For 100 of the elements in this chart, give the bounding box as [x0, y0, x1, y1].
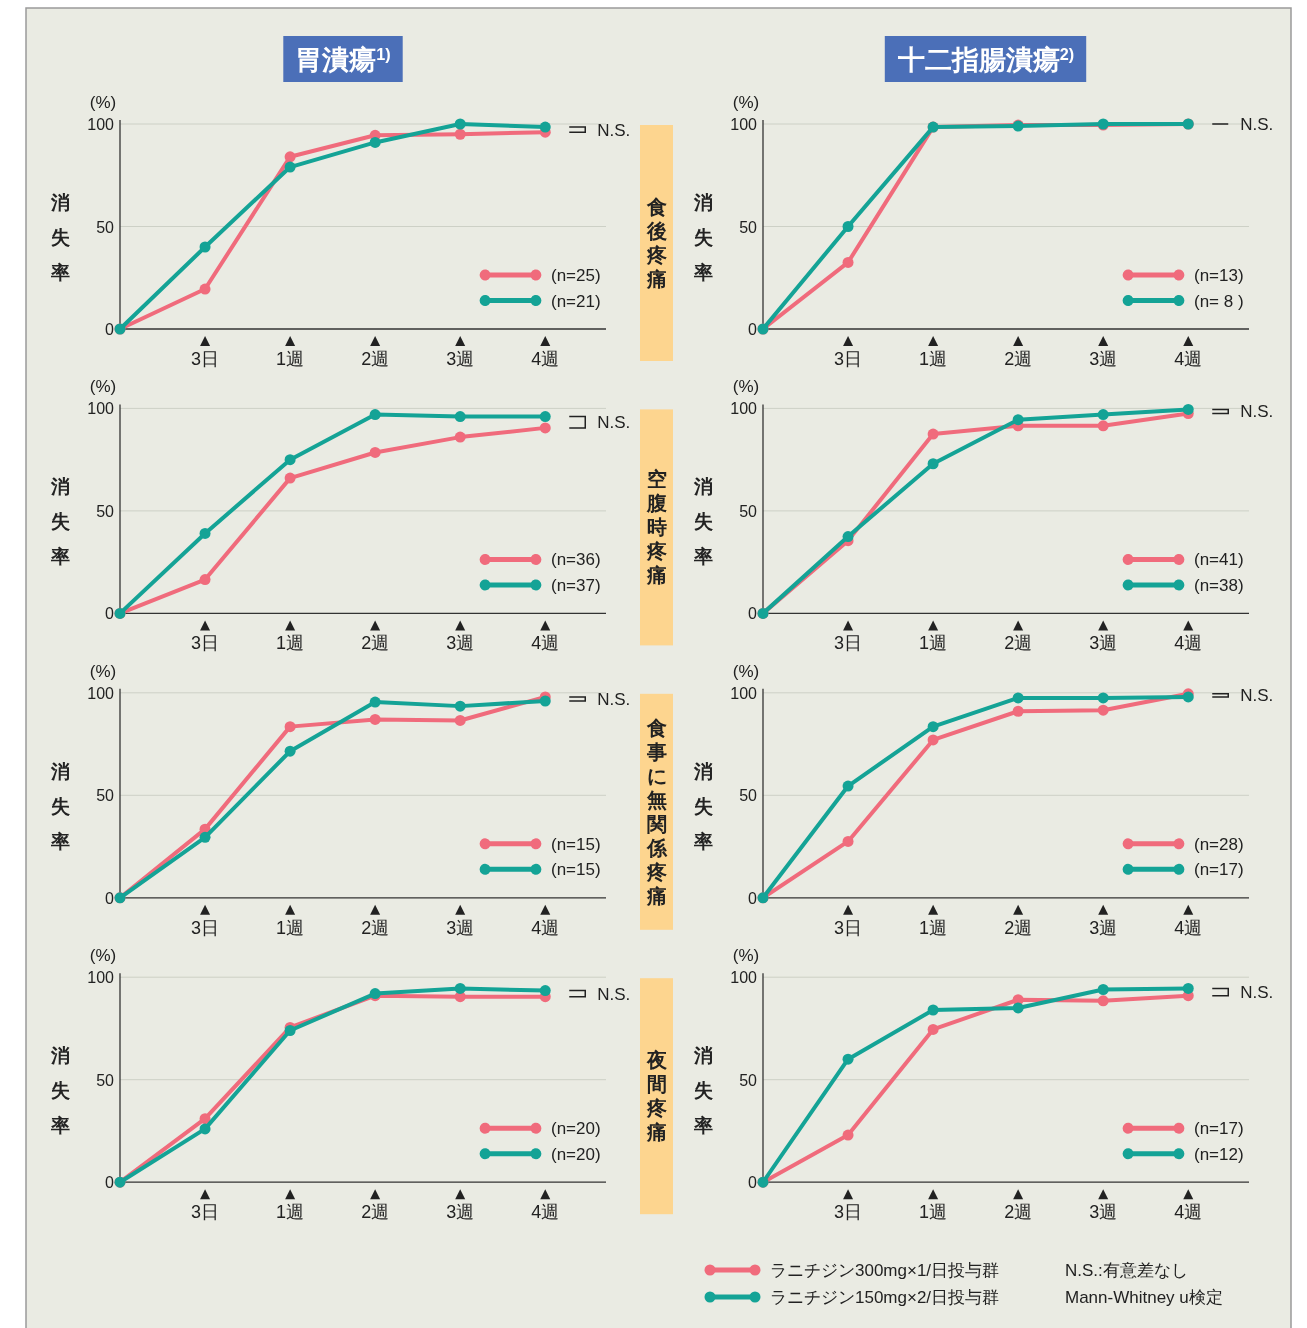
x-tick-label: 1週 [919, 633, 948, 654]
legend-label: (n=38) [1194, 575, 1244, 595]
x-tick-label: 1週 [276, 633, 305, 654]
annotation: N.S. [1240, 402, 1274, 422]
x-tick-label: 1週 [276, 1202, 305, 1223]
x-tick-label: 4週 [1174, 633, 1203, 654]
x-tick-label: 2週 [361, 1202, 390, 1223]
x-tick-label: 1週 [919, 349, 948, 369]
legend-label: (n=41) [1194, 550, 1244, 570]
y-tick-label: 100 [87, 969, 115, 987]
text: (%) [89, 661, 117, 681]
y-axis-title: 消失率 [49, 192, 70, 283]
text: (%) [732, 377, 760, 397]
x-tick-label: 4週 [1174, 917, 1203, 938]
x-tick-label: 4週 [531, 349, 560, 369]
x-tick-label: 3週 [446, 917, 475, 938]
text: 食後疼痛 [645, 196, 667, 290]
x-tick-label: 1週 [919, 917, 948, 938]
x-tick-label: 4週 [531, 1202, 560, 1223]
annotation: N.S. [597, 413, 631, 433]
y-tick-label: 50 [739, 218, 758, 236]
x-tick-label: 4週 [1174, 349, 1203, 369]
text: Mann-Whitney u検定 [1065, 1288, 1223, 1307]
x-tick-label: 3日 [834, 1202, 863, 1223]
annotation: N.S. [597, 689, 631, 709]
x-tick-label: 4週 [531, 917, 560, 938]
x-tick-label: 1週 [919, 1202, 948, 1223]
y-axis-title: 消失率 [49, 476, 70, 568]
legend-label: (n=17) [1194, 860, 1244, 880]
x-tick-label: 2週 [1004, 1202, 1033, 1223]
annotation: N.S. [597, 120, 631, 140]
y-tick-label: 0 [748, 321, 758, 338]
text: (%) [732, 93, 760, 112]
x-tick-label: 1週 [276, 349, 305, 369]
x-tick-label: 3日 [191, 633, 220, 654]
text: (%) [89, 93, 117, 112]
annotation: N.S. [1240, 686, 1274, 706]
y-tick-label: 100 [87, 116, 115, 133]
y-tick-label: 0 [105, 605, 115, 623]
legend-label: (n=12) [1194, 1144, 1244, 1164]
x-tick-label: 4週 [1174, 1202, 1203, 1223]
text: N.S.:有意差なし [1065, 1261, 1188, 1280]
x-tick-label: 3日 [191, 917, 220, 938]
x-tick-label: 2週 [1004, 917, 1033, 938]
x-tick-label: 3週 [446, 633, 475, 654]
y-tick-label: 0 [748, 1174, 758, 1192]
annotation: N.S. [597, 984, 631, 1004]
y-axis-title: 消失率 [692, 476, 713, 568]
text: 空腹時疼痛 [645, 468, 667, 587]
y-tick-label: 50 [96, 787, 115, 805]
x-tick-label: 3週 [1089, 633, 1118, 654]
annotation: N.S. [1240, 983, 1274, 1003]
x-tick-label: 3週 [1089, 349, 1118, 369]
y-tick-label: 50 [739, 787, 758, 805]
y-tick-label: 0 [748, 605, 758, 623]
y-tick-label: 50 [739, 1071, 758, 1089]
y-tick-label: 100 [730, 400, 758, 418]
legend-label: (n= 8 ) [1194, 291, 1244, 311]
y-axis-title: 消失率 [692, 192, 713, 283]
y-tick-label: 0 [748, 889, 758, 907]
x-tick-label: 3週 [1089, 1202, 1118, 1223]
y-tick-label: 100 [730, 116, 758, 133]
x-tick-label: 3週 [446, 349, 475, 369]
legend-label: (n=28) [1194, 834, 1244, 854]
x-tick-label: 2週 [361, 917, 390, 938]
y-axis-title: 消失率 [692, 760, 713, 852]
x-tick-label: 3週 [446, 1202, 475, 1223]
legend-label: (n=15) [551, 860, 601, 880]
chart-title: 胃潰瘍$^{1)}$ [295, 45, 391, 75]
x-tick-label: 2週 [361, 633, 390, 654]
x-tick-label: 1週 [276, 917, 305, 938]
text: (%) [89, 377, 117, 397]
legend-label: (n=20) [551, 1144, 601, 1164]
x-tick-label: 3日 [191, 1202, 220, 1223]
y-tick-label: 0 [105, 1174, 115, 1192]
annotation: N.S. [1240, 115, 1274, 134]
x-tick-label: 2週 [1004, 349, 1033, 369]
legend-label: (n=15) [551, 834, 601, 854]
legend-label: (n=17) [1194, 1119, 1244, 1139]
y-tick-label: 0 [105, 889, 115, 907]
legend-label: (n=25) [551, 266, 601, 285]
y-tick-label: 50 [739, 502, 758, 520]
legend-label: (n=36) [551, 550, 601, 570]
y-tick-label: 100 [87, 400, 115, 418]
y-tick-label: 50 [96, 218, 115, 236]
x-tick-label: 2週 [361, 349, 390, 369]
text: 夜間疼痛 [645, 1049, 667, 1144]
legend-label: (n=21) [551, 291, 601, 311]
text: 食事に無関係疼痛 [645, 716, 668, 907]
y-tick-label: 100 [87, 684, 115, 702]
y-tick-label: 50 [96, 502, 115, 520]
chart-title: 十二指腸潰瘍$^{2)}$ [896, 45, 1075, 75]
legend-label: (n=37) [551, 575, 601, 595]
x-tick-label: 4週 [531, 633, 560, 654]
y-axis-title: 消失率 [692, 1045, 713, 1137]
legend-label: (n=13) [1194, 266, 1244, 285]
y-tick-label: 50 [96, 1071, 115, 1089]
y-tick-label: 100 [730, 684, 758, 702]
text: ラニチジン150mg×2/日投与群 [770, 1288, 1000, 1307]
x-tick-label: 3日 [834, 917, 863, 938]
